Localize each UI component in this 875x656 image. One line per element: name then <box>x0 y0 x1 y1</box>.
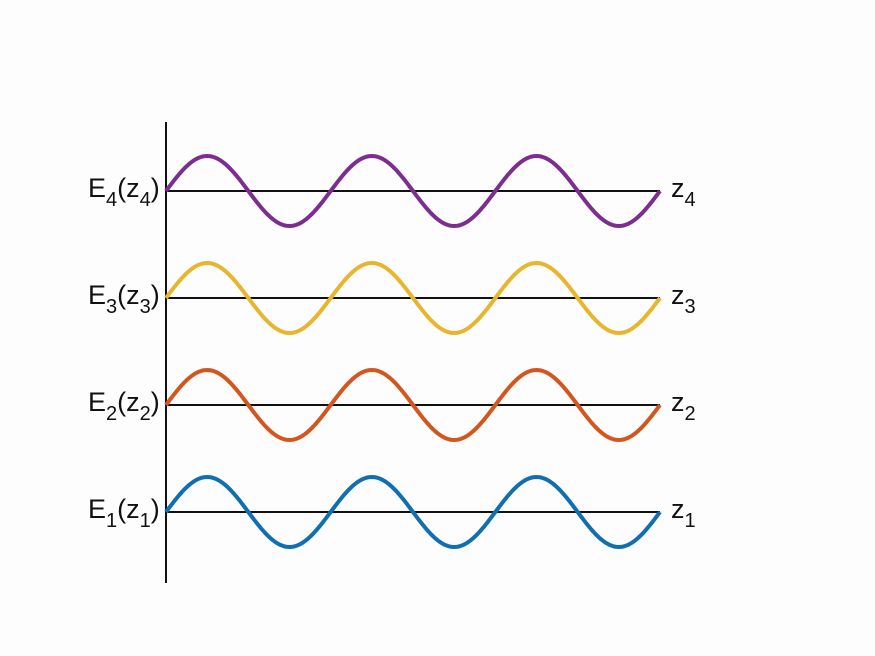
wave <box>164 153 662 229</box>
label-text: (z <box>117 387 140 417</box>
label-subscript: 4 <box>140 189 151 211</box>
label-text: E <box>88 387 106 417</box>
label-subscript: 2 <box>106 403 117 425</box>
label-subscript: 2 <box>685 403 696 425</box>
label-text: ) <box>151 173 160 203</box>
label-text: z <box>671 387 685 417</box>
label-text: E <box>88 494 106 524</box>
label-subscript: 4 <box>106 189 117 211</box>
label-subscript: 2 <box>140 403 151 425</box>
label-text: ) <box>151 280 160 310</box>
label-text: z <box>671 280 685 310</box>
wave-label: E4(z4) <box>88 173 160 211</box>
wave <box>164 367 662 443</box>
wave <box>164 474 662 550</box>
label-text: E <box>88 280 106 310</box>
axis-label: z3 <box>671 280 696 318</box>
axis-label: z4 <box>671 173 696 211</box>
wave-label: E2(z2) <box>88 387 160 425</box>
label-text: z <box>671 173 685 203</box>
wave-label: E3(z3) <box>88 280 160 318</box>
axis-label: z2 <box>671 387 696 425</box>
label-text: E <box>88 173 106 203</box>
label-subscript: 4 <box>685 189 696 211</box>
label-text: (z <box>117 280 140 310</box>
axis-label: z1 <box>671 494 696 532</box>
label-subscript: 3 <box>685 296 696 318</box>
label-text: ) <box>151 494 160 524</box>
label-subscript: 3 <box>140 296 151 318</box>
label-subscript: 1 <box>685 510 696 532</box>
label-text: (z <box>117 173 140 203</box>
wave <box>164 260 662 336</box>
label-subscript: 1 <box>140 510 151 532</box>
wave-label: E1(z1) <box>88 494 160 532</box>
label-subscript: 1 <box>106 510 117 532</box>
label-text: (z <box>117 494 140 524</box>
label-subscript: 3 <box>106 296 117 318</box>
label-text: z <box>671 494 685 524</box>
label-text: ) <box>151 387 160 417</box>
